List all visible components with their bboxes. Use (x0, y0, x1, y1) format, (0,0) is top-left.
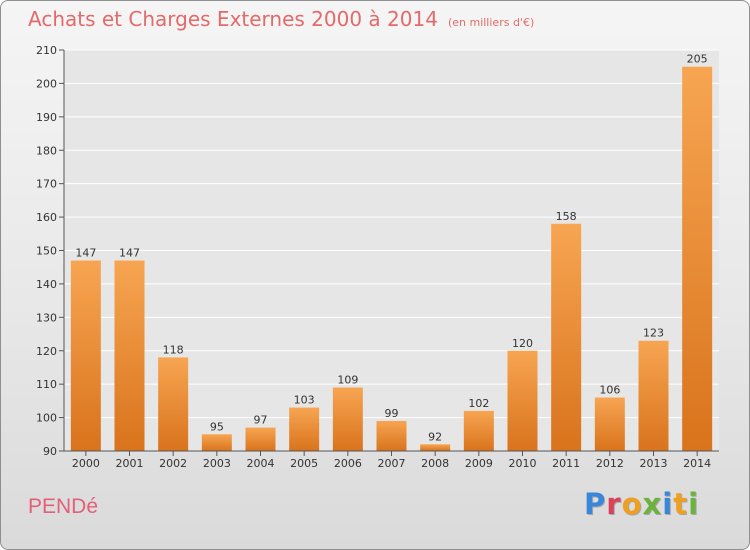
bar-value-label: 123 (643, 327, 664, 340)
bar-value-label: 147 (119, 247, 140, 260)
x-tick-label: 2005 (290, 457, 318, 470)
bar (70, 260, 101, 451)
x-tick-label: 2013 (640, 457, 668, 470)
bar (376, 420, 407, 451)
chart-title-main: Achats et Charges Externes 2000 à 2014 (28, 7, 438, 31)
chart-title: Achats et Charges Externes 2000 à 2014 (e… (28, 7, 534, 31)
bar (201, 434, 232, 451)
chart-title-unit: (en milliers d'€) (447, 16, 535, 29)
bar (463, 410, 494, 451)
x-tick-label: 2014 (683, 457, 711, 470)
y-tick-label: 160 (36, 211, 57, 224)
x-tick-label: 2000 (72, 457, 100, 470)
bar (245, 427, 276, 451)
bar-value-label: 97 (254, 414, 268, 427)
bar-value-label: 147 (75, 247, 96, 260)
logo-letter: r (606, 487, 622, 521)
proxiti-logo: Proxiti (584, 487, 699, 521)
y-tick-label: 90 (43, 445, 57, 458)
x-tick-label: 2008 (421, 457, 449, 470)
bar (594, 397, 625, 451)
bar-value-label: 92 (428, 430, 442, 443)
logo-letter: x (642, 487, 663, 521)
logo-letter: i (662, 487, 674, 521)
y-tick-label: 110 (36, 378, 57, 391)
commune-name: PENDé (28, 495, 99, 518)
y-tick-label: 130 (36, 311, 57, 324)
bar-value-label: 95 (210, 420, 224, 433)
bar-value-label: 106 (599, 384, 620, 397)
bar-value-label: 99 (385, 407, 399, 420)
x-tick-label: 2006 (334, 457, 362, 470)
y-tick-label: 210 (36, 44, 57, 57)
bar-value-label: 205 (687, 53, 708, 66)
x-tick-label: 2002 (159, 457, 187, 470)
y-tick-label: 120 (36, 345, 57, 358)
bar (682, 66, 713, 451)
y-tick-label: 100 (36, 412, 57, 425)
bar (114, 260, 145, 451)
bar (551, 223, 582, 451)
bar (289, 407, 320, 451)
x-tick-label: 2011 (552, 457, 580, 470)
bar-value-label: 102 (468, 397, 489, 410)
bar (332, 387, 363, 451)
bar-value-label: 103 (294, 394, 315, 407)
logo-letter: t (673, 487, 689, 521)
bar-value-label: 118 (163, 343, 184, 356)
y-tick-label: 200 (36, 77, 57, 90)
x-tick-label: 2001 (116, 457, 144, 470)
x-tick-label: 2004 (247, 457, 275, 470)
bar-value-label: 109 (337, 374, 358, 387)
y-tick-label: 180 (36, 144, 57, 157)
logo-letter: P (584, 487, 607, 521)
x-tick-label: 2010 (509, 457, 537, 470)
y-tick-label: 140 (36, 278, 57, 291)
y-tick-label: 150 (36, 245, 57, 258)
logo-letter: o (621, 487, 643, 521)
bar (507, 350, 538, 451)
bar-value-label: 120 (512, 337, 533, 350)
logo-letter: i (688, 487, 700, 521)
y-tick-label: 190 (36, 111, 57, 124)
bar-value-label: 158 (556, 210, 577, 223)
bar (638, 340, 669, 451)
x-tick-label: 2007 (378, 457, 406, 470)
x-tick-label: 2012 (596, 457, 624, 470)
x-tick-label: 2003 (203, 457, 231, 470)
x-tick-label: 2009 (465, 457, 493, 470)
y-tick-label: 170 (36, 178, 57, 191)
bar (158, 357, 189, 451)
bar (420, 444, 451, 451)
